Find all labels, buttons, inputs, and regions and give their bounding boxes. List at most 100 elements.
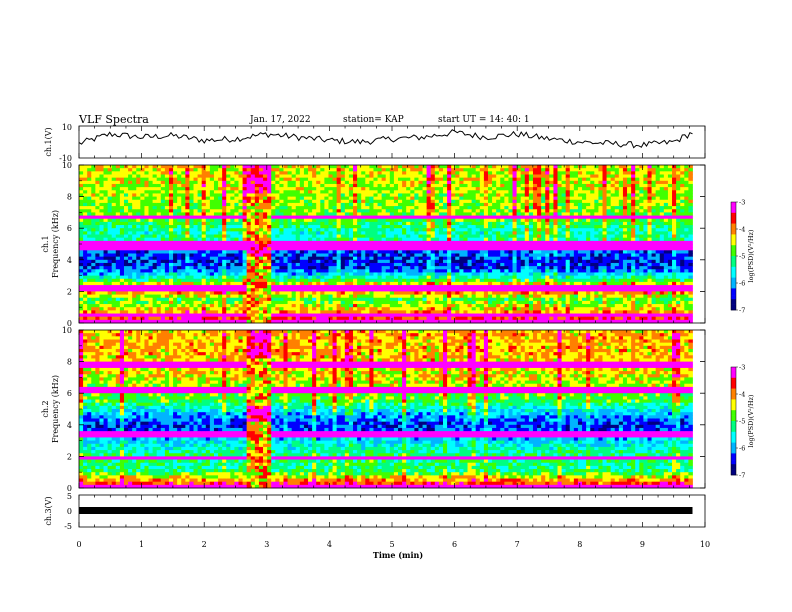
spectrogram-cell	[373, 221, 378, 226]
spectrogram-cell	[271, 250, 276, 254]
spectrogram-cell	[299, 193, 305, 197]
spectrogram-cell	[328, 202, 333, 207]
spectrogram-cell	[344, 206, 350, 210]
spectrogram-cell	[144, 294, 149, 299]
spectrogram-cell	[201, 307, 207, 311]
spectrogram-cell	[418, 272, 423, 276]
spectrogram-cell	[410, 250, 415, 254]
spectrogram-cell	[406, 183, 411, 188]
spectrogram-cell	[193, 231, 199, 235]
spectrogram-cell	[455, 209, 460, 213]
spectrogram-cell	[308, 237, 313, 242]
spectrogram-cell	[279, 250, 284, 254]
spectrogram-cell	[303, 171, 309, 175]
spectrogram-cell	[242, 215, 248, 220]
spectrogram-cell	[316, 183, 321, 188]
spectrogram-cell	[148, 262, 154, 267]
spectrogram-cell	[156, 199, 162, 204]
spectrogram-cell	[168, 183, 174, 188]
spectrogram-cell	[340, 281, 346, 286]
spectrogram-cell	[353, 237, 358, 242]
spectrogram-cell	[451, 250, 456, 254]
spectrogram-cell	[402, 288, 407, 292]
spectrogram-cell	[369, 196, 374, 201]
spectrogram-cell	[483, 190, 489, 194]
spectrogram-cell	[479, 240, 485, 245]
spectrogram-cell	[95, 196, 100, 201]
spectrogram-cell	[316, 199, 321, 204]
spectrogram-cell	[136, 231, 141, 235]
spectrogram-cell	[279, 272, 284, 276]
spectrogram-cell	[197, 297, 203, 302]
spectrogram-cell	[119, 190, 125, 194]
spectrogram-cell	[173, 244, 178, 248]
spectrogram-cell	[340, 275, 346, 280]
spectrogram-cell	[144, 307, 149, 311]
spectrogram-cell	[361, 187, 366, 191]
spectrogram-cell	[193, 187, 199, 191]
spectrogram-cell	[91, 259, 96, 264]
spectrogram-cell	[471, 168, 477, 172]
spectrogram-cell	[128, 266, 133, 270]
spectrogram-cell	[357, 234, 362, 239]
spectrogram-cell	[475, 316, 481, 321]
spectrogram-cell	[271, 196, 276, 201]
spectrogram-cell	[430, 272, 436, 276]
spectrogram-cell	[373, 187, 378, 191]
spectrogram-cell	[119, 307, 125, 311]
spectrogram-cell	[95, 225, 100, 229]
spectrogram-cell	[287, 253, 293, 258]
spectrogram-cell	[213, 218, 219, 223]
spectrogram-cell	[373, 174, 378, 179]
spectrogram-cell	[185, 291, 190, 295]
spectrogram-cell	[287, 177, 293, 182]
spectrogram-cell	[344, 221, 350, 226]
spectrogram-cell	[103, 240, 109, 245]
spectrogram-cell	[320, 244, 325, 248]
spectrogram-cell	[389, 275, 395, 280]
spectrogram-cell	[357, 297, 362, 302]
spectrogram-cell	[173, 193, 178, 197]
spectrogram-cell	[475, 165, 481, 169]
spectrogram-cell	[353, 193, 358, 197]
spectrogram-cell	[160, 171, 166, 175]
spectrogram-cell	[381, 234, 387, 239]
spectrogram-cell	[287, 272, 293, 276]
spectrogram-cell	[144, 196, 149, 201]
spectrogram-cell	[91, 231, 96, 235]
spectrogram-cell	[336, 259, 342, 264]
spectrogram-cell	[312, 256, 317, 261]
spectrogram-cell	[398, 206, 403, 210]
spectrogram-cell	[91, 288, 96, 292]
spectrogram-cell	[316, 165, 321, 169]
spectrogram-cell	[467, 278, 473, 283]
spectrogram-cell	[275, 256, 280, 261]
spectrogram-cell	[336, 234, 342, 239]
spectrogram-cell	[189, 269, 194, 273]
spectrogram-cell	[271, 237, 276, 242]
spectrogram-cell	[189, 215, 194, 220]
spectrogram-cell	[226, 231, 231, 235]
spectrogram-cell	[447, 256, 452, 261]
spectrogram-cell	[213, 221, 219, 226]
spectrogram-cell	[443, 190, 448, 194]
spectrogram-cell	[144, 310, 149, 314]
spectrogram-cell	[83, 253, 88, 258]
spectrogram-cell	[181, 221, 186, 226]
spectrogram-cell	[254, 196, 260, 201]
spectrogram-cell	[447, 218, 452, 223]
spectrogram-cell	[177, 212, 182, 216]
spectrogram-cell	[299, 291, 305, 295]
spectrogram-cell	[238, 228, 243, 232]
spectrogram-cell	[201, 231, 207, 235]
spectrogram-cell	[275, 262, 280, 267]
spectrogram-cell	[291, 168, 297, 172]
start-time-label: start UT = 14: 40: 1	[438, 115, 530, 125]
spectrogram-cell	[123, 247, 129, 251]
spectrogram-cell	[87, 300, 92, 305]
spectrogram-cell	[95, 272, 100, 276]
spectrogram-cell	[185, 319, 190, 324]
spectrogram-cell	[299, 269, 305, 273]
spectrogram-cell	[434, 288, 440, 292]
